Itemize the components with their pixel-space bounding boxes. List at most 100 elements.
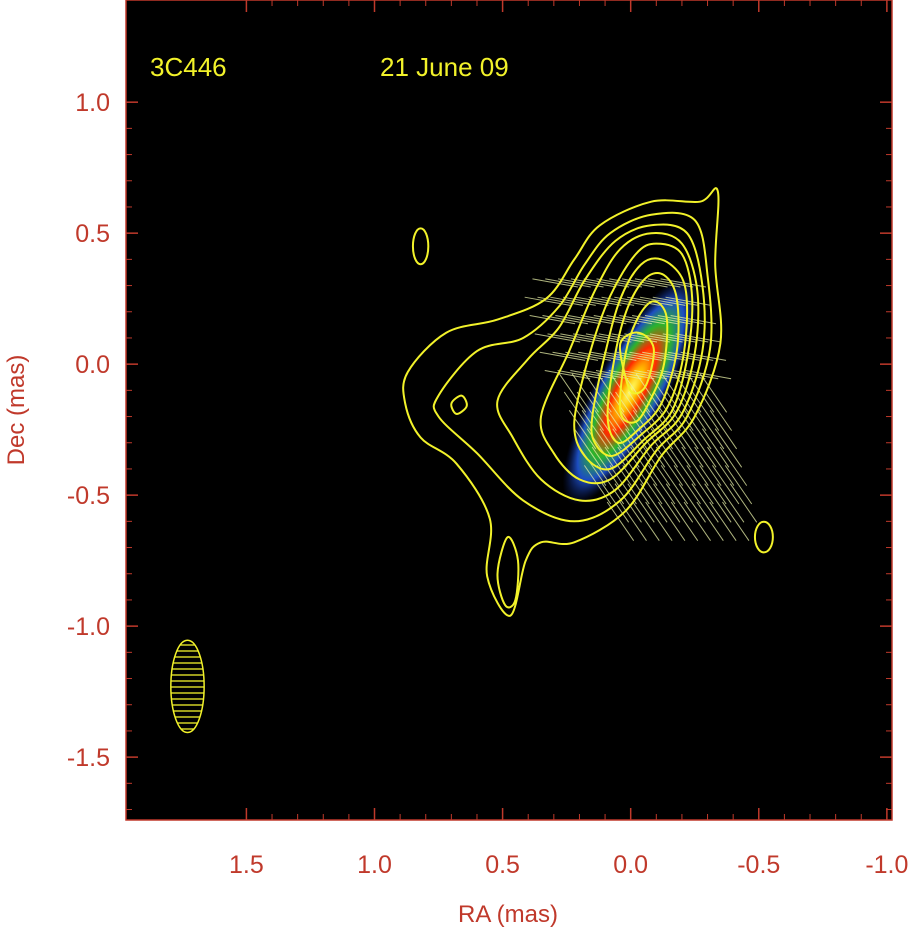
polarization-vector [647,465,676,505]
polarization-vector [601,483,630,523]
polarization-vector [596,465,625,505]
polarization-vector [598,333,645,343]
polarization-vector [622,465,650,505]
contour-level-8 [619,300,669,424]
isolated-component-2 [753,520,774,554]
polarization-vector [699,373,728,413]
polarization-vector [652,296,699,306]
contour-level-5 [573,242,694,471]
polarization-vector [634,370,680,380]
polarization-vector [653,483,681,523]
polarization-vector [670,501,699,541]
polarization-vector [709,410,738,450]
x-axis-title: RA (mas) [458,901,558,928]
polarization-vector [648,373,676,413]
y-tick-label: -1.5 [67,744,110,772]
polarization-vector [619,315,665,325]
polarization-vector [683,501,711,541]
polarization-vector [558,373,587,413]
polarization-vector [663,428,691,468]
y-tick-label: -1.0 [67,613,110,641]
polarization-vector [610,373,638,413]
polarization-vector [632,501,660,541]
polarization-vector [729,483,758,523]
polarization-vector [709,501,737,541]
polarization-vector [529,315,576,325]
polarization-vector [694,446,722,486]
polarization-vector [573,428,602,468]
polarization-vector [617,446,645,486]
polarization-vector [719,446,748,486]
polarization-vector [649,333,696,343]
polarization-vector [573,333,619,343]
polarization-vector [668,446,696,486]
polarization-vector [684,410,712,450]
polarization-vector [627,296,673,306]
polarization-vector [568,315,614,325]
polarization-vector [645,501,673,541]
polarization-vector [679,391,707,431]
x-tick-label: -0.5 [737,851,780,879]
polarization-vector [563,296,609,306]
contour-level-4 [539,231,700,485]
y-tick-label: -0.5 [67,482,110,510]
polarization-vector [583,278,630,288]
y-tick-label: 0.5 [75,220,110,248]
polarization-vector [603,351,650,361]
polarization-vector [580,315,627,325]
polarization-vector [686,465,714,505]
polarization-vector [724,465,753,505]
polarization-vector [568,410,597,450]
polarization-vector [686,373,715,413]
polarization-vector [604,446,632,486]
polarization-vector [658,501,686,541]
polarization-vector [630,446,658,486]
polarization-vector [685,370,732,380]
contour-small-loop [450,394,468,415]
polarization-vector [614,483,642,523]
polarization-vector [691,391,720,431]
polarization-vector [614,296,660,306]
polarization-vector [637,428,666,468]
polarization-vector [581,410,609,450]
contour-level-7 [606,272,680,445]
polarization-vector [591,446,620,486]
polarization-vector [667,351,714,361]
polarization-vector [578,351,624,361]
polarization-vector [655,446,684,486]
polarization-vector [696,410,725,450]
polarization-vector [658,410,686,450]
x-tick-label: 1.0 [357,851,392,879]
polarization-vector [696,501,724,541]
polarization-vector [602,391,630,431]
polarization-vector [627,483,655,523]
polarization-vector [689,428,717,468]
polarization-vector [608,370,655,380]
polarization-vector [545,278,591,288]
polarization-vector [707,446,735,486]
polarization-vector [609,278,655,288]
polarization-vector [575,296,622,306]
polarization-vector [681,446,709,486]
polarization-vector [657,315,704,325]
polarization-vector [632,315,678,325]
polarization-vector [552,351,599,361]
contour-level-3 [496,223,706,502]
polarization-vector [539,351,586,361]
polarization-vector [590,351,637,361]
contour-level-1 [402,187,723,617]
polarization-vector [616,351,663,361]
polarization-vector [665,483,694,523]
y-axis-title: Dec (mas) [3,355,30,466]
polarization-vector [570,370,616,380]
intensity-contours [402,187,774,617]
polarization-vector [595,370,642,380]
x-axis-ticks: 1.5 1.0 0.5 0.0 -0.5 -1.0 [229,0,908,879]
polarization-vector [647,370,693,380]
polarization-vector [635,465,663,505]
isolated-component-1 [411,227,430,266]
x-tick-label: 0.0 [613,851,648,879]
plot-area [126,0,892,820]
polarization-vector [659,370,706,380]
